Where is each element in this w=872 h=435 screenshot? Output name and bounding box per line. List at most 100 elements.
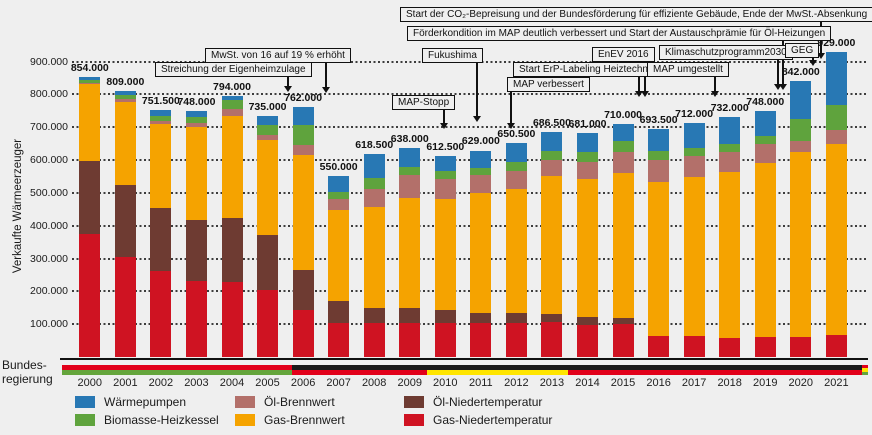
bar-segment [612,172,634,319]
stacked-bar-2009 [399,147,421,357]
bar-segment [825,52,847,106]
year-label: 2017 [681,377,707,389]
bar-segment [328,209,350,301]
bar-total-label: 748.000 [746,96,785,109]
annotation-connector [510,90,512,123]
legend-swatch [404,395,424,408]
y-tick-label: 400.000 [30,219,68,232]
bar-segment [790,152,812,338]
bar-segment [292,309,314,357]
annotation-streichung: Streichung der Eigenheimzulage [155,62,312,77]
bar-segment [399,147,421,167]
bar-segment [328,192,350,199]
bar-segment [257,134,279,140]
bar-segment [114,102,136,186]
annotation-arrowhead [711,91,719,97]
annotation-connector [812,57,814,60]
bar-segment [328,176,350,193]
bar-segment [150,120,172,124]
bar-segment [648,150,670,161]
bar-segment [541,175,563,315]
stacked-bar-2004 [221,96,243,357]
bar-segment [612,152,634,173]
bar-segment [257,139,279,236]
annotation-fukushima: Fukushima [422,48,483,63]
government-period-segment [862,365,868,375]
bar-segment [363,206,385,309]
annotation-foerder: Förderkondition im MAP deutlich verbesse… [407,26,832,41]
coalition-stripe [568,365,863,370]
bar-segment [257,235,279,290]
stacked-bar-2017 [683,123,705,357]
gridline-400 [72,224,866,227]
bar-segment [790,119,812,141]
legend-swatch [235,395,255,408]
bar-segment [114,256,136,357]
bar-segment [541,314,563,322]
bar-segment [612,324,634,357]
government-period-segment [427,365,569,375]
year-label: 2003 [184,377,209,389]
bar-segment [257,115,279,125]
bar-segment [328,300,350,323]
stacked-bar-2016 [648,129,670,357]
bar-segment [577,179,598,317]
bar-segment [150,123,172,209]
bar-segment [292,144,314,155]
coalition-stripe [62,370,292,375]
bar-segment [577,316,598,326]
legend-item: Biomasse-Heizkessel [75,412,219,427]
bar-segment [505,143,527,162]
bar-segment [719,171,741,338]
legend-item-label: Biomasse-Heizkessel [104,412,219,427]
legend-item-label: Gas-Niedertemperatur [433,412,553,427]
year-label: 2000 [77,377,103,389]
bar-segment [257,124,279,135]
bar-segment [185,126,207,221]
bar-segment [150,110,172,116]
bar-segment [541,321,563,357]
bar-segment [399,166,421,176]
bar-total-label: 748.000 [177,96,216,109]
bar-total-label: 762.000 [284,91,323,104]
bar-segment [150,270,172,357]
year-label: 2007 [326,377,351,389]
stacked-bar-2020 [790,80,812,357]
bar-segment [683,123,705,148]
y-tick-label: 200.000 [30,285,68,298]
legend-item-label: Öl-Brennwert [264,394,335,409]
bar-segment [114,95,136,99]
x-axis-line [60,358,868,360]
bar-segment [434,170,456,180]
year-label: 2014 [575,377,600,389]
stacked-bar-2011 [470,150,492,357]
bar-segment [790,337,812,357]
stacked-bar-2019 [754,111,776,357]
annotation-connector [777,51,779,84]
bar-segment [221,100,243,110]
bar-segment [648,335,670,357]
legend-swatch [404,413,424,426]
year-label: 2002 [148,377,174,389]
stacked-bar-2012 [505,143,527,357]
bar-segment [541,150,563,161]
stacked-bar-2013 [541,131,563,357]
legend-item: Gas-Niedertemperatur [404,412,553,427]
gridline-600 [72,159,866,162]
year-label: 2011 [469,377,493,389]
stacked-bar-2006 [292,106,314,357]
annotation-connector [443,101,445,123]
bar-segment [114,185,136,257]
y-tick-label: 500.000 [30,186,68,199]
year-label: 2006 [290,377,316,389]
annotation-arrowhead [779,84,787,90]
bar-segment [790,80,812,120]
y-tick-label: 900.000 [30,55,68,68]
year-label: 2016 [646,377,671,389]
year-label: 2021 [824,377,849,389]
bar-total-label: 854.000 [70,61,109,74]
bar-segment [754,111,776,137]
coalition-stripe [291,370,428,375]
stacked-bar-2003 [185,111,207,357]
annotation-connector [714,68,716,91]
